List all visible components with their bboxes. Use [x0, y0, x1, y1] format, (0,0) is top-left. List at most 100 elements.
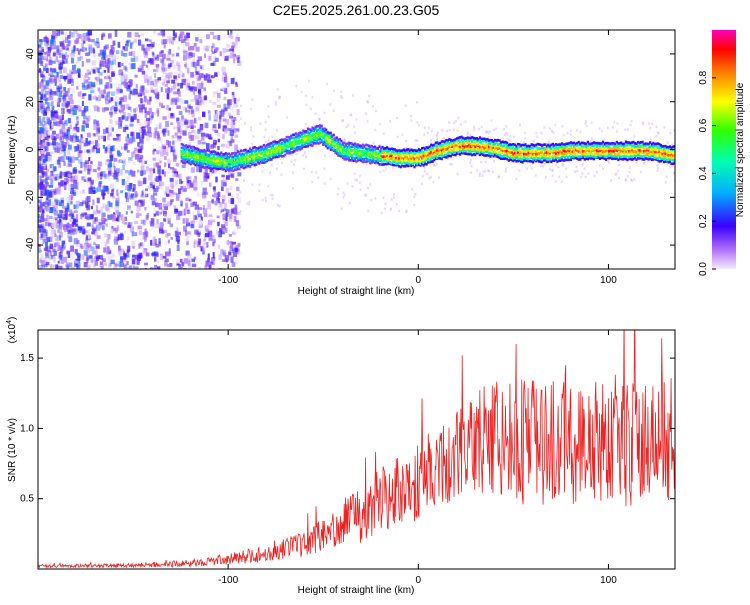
spectrogram-cell — [550, 160, 553, 163]
spectrogram-cell — [451, 145, 454, 148]
spectrogram-cell — [471, 142, 474, 146]
spectrogram-cell — [518, 145, 521, 149]
spectrogram-cell — [140, 99, 145, 103]
spectrogram-cell — [63, 151, 67, 157]
spectrogram-cell — [466, 145, 469, 148]
spectrogram-cell — [494, 153, 497, 157]
spectrogram-cell — [285, 139, 288, 142]
spectrogram-cell — [143, 74, 148, 79]
spectrogram-cell — [95, 205, 98, 211]
spectrogram-cell — [344, 158, 348, 161]
spectrogram-cell — [459, 145, 462, 149]
spectrogram-cell — [215, 167, 218, 170]
spectrogram-cell — [231, 91, 234, 96]
spectrogram-cell — [67, 49, 71, 53]
spectrogram-cell — [203, 159, 206, 163]
spectrogram-cell — [525, 157, 529, 160]
spectrogram-cell — [457, 136, 460, 140]
spectrogram-cell — [633, 178, 636, 181]
spectrogram-cell — [83, 47, 88, 52]
spectrogram-cell — [181, 262, 185, 267]
spectrogram-cell — [198, 67, 201, 74]
spectrogram-cell — [111, 127, 114, 132]
spectrogram-cell — [331, 141, 334, 144]
spectrogram-cell — [84, 160, 90, 165]
spectrogram-cell — [48, 191, 53, 198]
spectrogram-cell — [175, 183, 178, 189]
spectrogram-cell — [490, 140, 494, 144]
spectrogram-cell — [42, 232, 46, 240]
spectrogram-cell — [103, 218, 106, 221]
spectrogram-cell — [452, 141, 456, 144]
spectrogram-cell — [535, 143, 538, 147]
spectrogram-cell — [656, 131, 659, 135]
spectrogram-cell — [421, 174, 424, 178]
spectrogram-cell — [108, 100, 111, 104]
spectrogram-cell — [421, 158, 424, 162]
spectrogram-cell — [44, 121, 47, 126]
spectrogram-cell — [416, 160, 419, 163]
spectrogram-cell — [97, 95, 101, 100]
spectrogram-cell — [83, 244, 86, 249]
spectrogram-cell — [120, 169, 123, 176]
spectrogram-cell — [233, 154, 237, 157]
spectrogram-cell — [264, 154, 267, 157]
spectrogram-cell — [411, 162, 414, 166]
spectrogram-cell — [456, 172, 459, 176]
spectrogram-cell — [389, 153, 392, 156]
spectrogram-cell — [154, 79, 159, 83]
spectrogram-cell — [163, 214, 167, 218]
spectrogram-cell — [91, 39, 95, 43]
spectrogram-cell — [62, 217, 68, 221]
spectrogram-cell — [164, 258, 169, 262]
spectrogram-cell — [290, 147, 293, 151]
spectrogram-cell — [204, 95, 207, 101]
spectrogram-cell — [500, 148, 503, 152]
spectrogram-cell — [78, 230, 82, 233]
spectrogram-cell — [198, 241, 201, 246]
spectrogram-cell — [220, 160, 223, 164]
spectrogram-cell — [236, 186, 240, 192]
spectrogram-cell — [625, 178, 627, 181]
spectrogram-cell — [56, 76, 61, 81]
spectrogram-cell — [54, 242, 58, 247]
spectrogram-cell — [393, 160, 396, 163]
spectrogram-cell — [82, 33, 87, 38]
spectrogram-cell — [474, 141, 477, 145]
spectrogram-cell — [45, 130, 49, 137]
spectrogram-cell — [188, 151, 191, 154]
spectrogram-cell — [580, 144, 583, 148]
spectrogram-cell — [96, 210, 101, 214]
spectrogram-cell — [267, 145, 270, 148]
spectrogram-cell — [234, 245, 239, 248]
spectrogram-cell — [103, 185, 108, 192]
spectrogram-cell — [571, 151, 574, 155]
spectrogram-cell — [57, 142, 61, 148]
spectrogram-cell — [589, 142, 592, 146]
spectrogram-cell — [431, 146, 434, 150]
spectrogram-cell — [584, 120, 587, 123]
spectrogram-cell — [276, 129, 278, 132]
spectrogram-cell — [195, 156, 198, 159]
spectrogram-cell — [249, 107, 252, 111]
spectrogram-cell — [75, 146, 79, 152]
spectrogram-cell — [565, 175, 568, 179]
spectrogram-cell — [111, 59, 116, 65]
spectrogram-cell — [341, 147, 345, 150]
spectrogram-cell — [192, 58, 196, 64]
spectrogram-cell — [447, 157, 449, 160]
spectrogram-cell — [497, 143, 500, 146]
spectrogram-cell — [474, 150, 477, 153]
spectrogram-cell — [104, 59, 110, 65]
spectrogram-cell — [200, 159, 203, 163]
spectrogram-cell — [548, 158, 551, 161]
spectrogram-cell — [186, 179, 190, 186]
spectrogram-cell — [425, 148, 428, 152]
spectrogram-cell — [48, 199, 52, 206]
spectrogram-cell — [38, 146, 42, 152]
spectrogram-cell — [234, 247, 238, 252]
spectrogram-cell — [288, 142, 291, 145]
spectrogram-cells — [38, 30, 675, 269]
spectrogram-cell — [536, 157, 539, 160]
spectrogram-cell — [182, 218, 186, 224]
